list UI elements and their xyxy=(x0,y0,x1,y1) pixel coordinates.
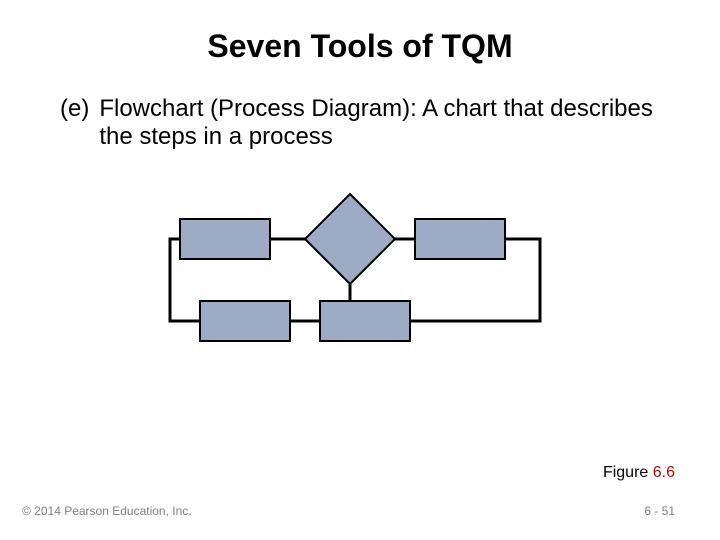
bullet-text: Flowchart (Process Diagram): A chart tha… xyxy=(99,95,660,151)
flowchart-node-d1 xyxy=(305,194,395,284)
page-title: Seven Tools of TQM xyxy=(0,0,720,65)
flowchart-svg xyxy=(160,181,560,361)
figure-prefix: Figure xyxy=(603,464,653,481)
figure-number: 6.6 xyxy=(653,464,675,481)
bullet-marker: (e) xyxy=(60,95,99,123)
bullet-item: (e) Flowchart (Process Diagram): A chart… xyxy=(60,95,660,151)
flowchart-node-r3 xyxy=(200,301,290,341)
figure-label: Figure 6.6 xyxy=(603,464,675,482)
body-text: (e) Flowchart (Process Diagram): A chart… xyxy=(0,65,720,151)
flowchart-node-r2 xyxy=(415,219,505,259)
flowchart-node-r4 xyxy=(320,301,410,341)
page-number: 6 - 51 xyxy=(644,504,675,518)
flowchart-diagram xyxy=(160,181,560,361)
flowchart-node-r1 xyxy=(180,219,270,259)
copyright-text: © 2014 Pearson Education, Inc. xyxy=(22,504,192,518)
